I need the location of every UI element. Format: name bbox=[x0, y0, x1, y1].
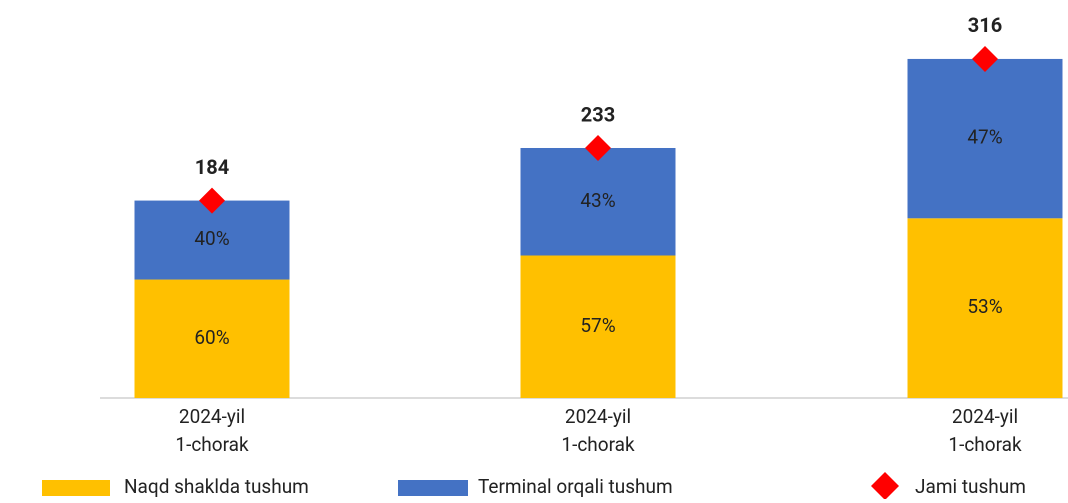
bar-segment bbox=[520, 255, 676, 398]
legend-marker bbox=[871, 472, 899, 500]
bar-segment bbox=[134, 200, 290, 280]
legend-swatch bbox=[398, 480, 468, 496]
segment-label: 53% bbox=[967, 295, 1002, 318]
segment-label: 57% bbox=[580, 314, 615, 337]
segment-label: 40% bbox=[194, 227, 229, 250]
legend-label: Jami tushum bbox=[915, 475, 1026, 498]
total-label: 316 bbox=[968, 13, 1002, 37]
x-tick-label: 2024-yil bbox=[565, 405, 631, 428]
legend-label: Terminal orqali tushum bbox=[478, 475, 673, 498]
segment-label: 43% bbox=[580, 189, 615, 212]
total-label: 233 bbox=[581, 102, 615, 126]
segment-label: 60% bbox=[194, 326, 229, 349]
bar-segment bbox=[134, 279, 290, 398]
total-marker bbox=[199, 187, 225, 214]
x-tick-label: 2024-yil bbox=[952, 405, 1018, 428]
legend-label: Naqd shaklda tushum bbox=[124, 475, 309, 498]
x-tick-label: 1-chorak bbox=[948, 433, 1022, 456]
x-tick-label: 2024-yil bbox=[179, 405, 245, 428]
total-label: 184 bbox=[195, 155, 229, 179]
legend-swatch bbox=[42, 480, 110, 496]
bar-segment bbox=[907, 58, 1063, 219]
x-tick-label: 1-chorak bbox=[175, 433, 249, 456]
x-tick-label: 1-chorak bbox=[561, 433, 635, 456]
bar-segment bbox=[907, 218, 1063, 398]
segment-label: 47% bbox=[967, 126, 1002, 149]
total-marker bbox=[972, 45, 998, 72]
total-marker bbox=[585, 134, 611, 161]
bar-segment bbox=[520, 147, 676, 256]
